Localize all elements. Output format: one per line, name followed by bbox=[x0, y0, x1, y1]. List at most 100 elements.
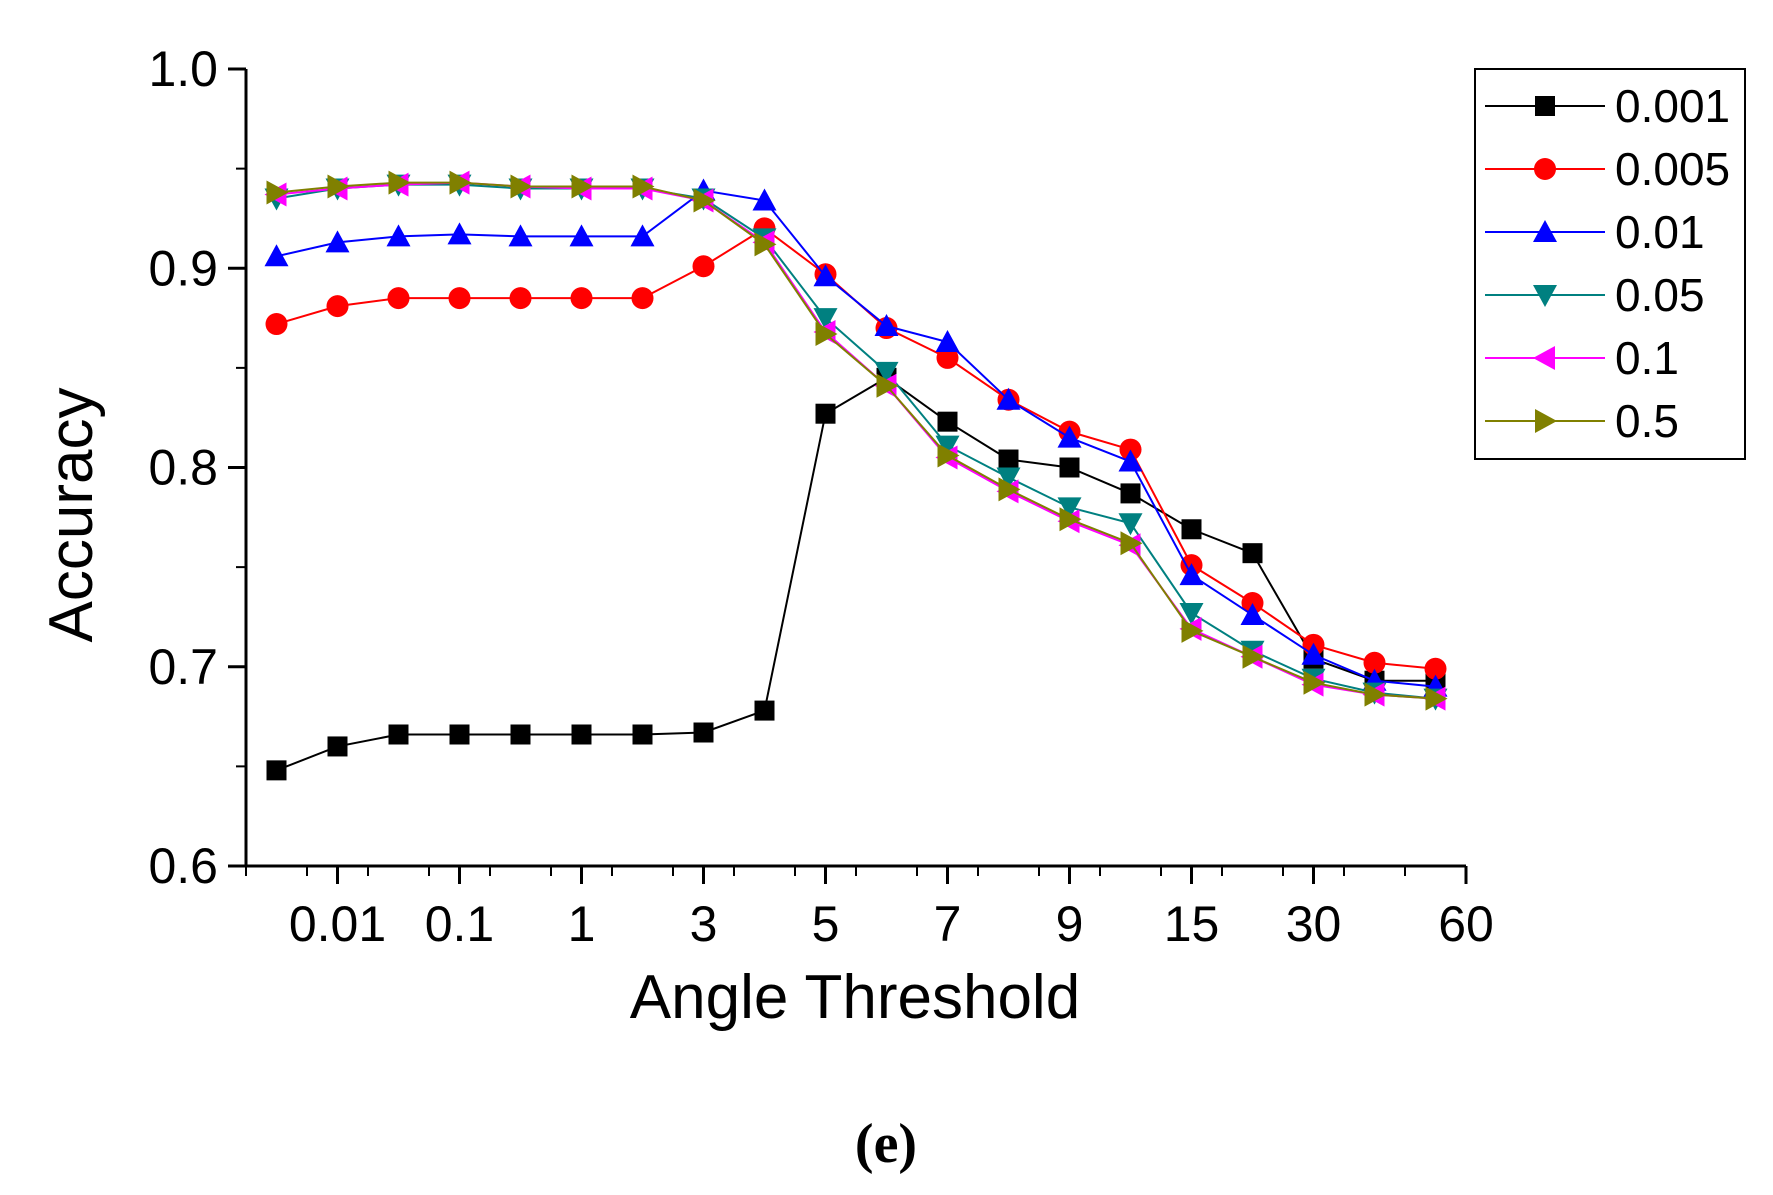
y-tick-label: 0.6 bbox=[148, 838, 218, 894]
data-point bbox=[266, 180, 289, 205]
legend-item: 0.1 bbox=[1485, 332, 1679, 384]
data-point bbox=[1181, 519, 1202, 540]
data-point bbox=[754, 700, 775, 721]
data-point bbox=[510, 174, 533, 199]
series-line bbox=[276, 183, 1436, 700]
series-line bbox=[276, 189, 1436, 688]
data-point bbox=[1179, 563, 1204, 586]
series-0.05 bbox=[264, 174, 1448, 711]
legend-marker bbox=[1533, 285, 1557, 307]
data-point bbox=[1242, 543, 1263, 564]
data-point bbox=[265, 313, 288, 336]
data-point bbox=[693, 188, 716, 213]
data-point bbox=[386, 224, 411, 247]
x-tick-label: 7 bbox=[934, 896, 962, 952]
data-point bbox=[1057, 497, 1082, 520]
series-0.001 bbox=[266, 367, 1446, 781]
x-tick-label: 9 bbox=[1056, 896, 1084, 952]
x-tick-label: 1 bbox=[568, 896, 596, 952]
data-point bbox=[874, 314, 899, 337]
data-point bbox=[449, 724, 470, 745]
legend-label: 0.005 bbox=[1615, 143, 1730, 195]
x-tick-label: 3 bbox=[690, 896, 718, 952]
data-point bbox=[571, 174, 594, 199]
data-point bbox=[1364, 682, 1387, 707]
legend-marker bbox=[1535, 96, 1555, 116]
legend-label: 0.5 bbox=[1615, 395, 1679, 447]
data-point bbox=[815, 322, 838, 347]
x-tick-label: 5 bbox=[812, 896, 840, 952]
data-point bbox=[1240, 602, 1265, 625]
data-point bbox=[936, 346, 959, 369]
data-point bbox=[937, 411, 958, 432]
data-point bbox=[508, 224, 533, 247]
legend-label: 0.01 bbox=[1615, 206, 1705, 258]
x-tick-label: 0.01 bbox=[289, 896, 386, 952]
data-point bbox=[570, 287, 593, 310]
data-point bbox=[1303, 670, 1326, 695]
data-point bbox=[630, 224, 655, 247]
data-point bbox=[509, 287, 532, 310]
data-point bbox=[327, 174, 350, 199]
series-0.005 bbox=[265, 217, 1447, 680]
y-tick-label: 0.8 bbox=[148, 440, 218, 496]
data-point bbox=[1301, 642, 1326, 665]
legend-box bbox=[1474, 68, 1746, 460]
data-point bbox=[996, 467, 1021, 490]
data-point bbox=[1120, 483, 1141, 504]
data-point bbox=[998, 477, 1021, 502]
y-tick-label: 1.0 bbox=[148, 41, 218, 97]
data-point bbox=[693, 722, 714, 743]
legend: 0.001 0.005 0.01 0.05 0.1 0.5 bbox=[1474, 68, 1746, 460]
data-point bbox=[754, 232, 777, 257]
x-tick-label: 60 bbox=[1438, 896, 1494, 952]
data-point bbox=[447, 222, 472, 245]
data-point bbox=[631, 287, 654, 310]
data-point bbox=[876, 373, 899, 398]
legend-item: 0.5 bbox=[1485, 395, 1679, 447]
data-point bbox=[996, 387, 1021, 410]
data-point bbox=[387, 287, 410, 310]
data-point bbox=[1425, 686, 1448, 711]
data-point bbox=[326, 295, 349, 318]
data-point bbox=[874, 361, 899, 384]
data-point bbox=[264, 244, 289, 267]
data-point bbox=[1118, 449, 1143, 472]
series-layer bbox=[264, 170, 1448, 781]
data-point bbox=[1424, 657, 1447, 680]
data-point bbox=[388, 170, 411, 195]
data-point bbox=[752, 188, 777, 211]
legend-label: 0.1 bbox=[1615, 332, 1679, 384]
series-0.01 bbox=[264, 178, 1448, 697]
legend-label: 0.001 bbox=[1615, 80, 1730, 132]
data-point bbox=[1059, 457, 1080, 478]
data-point bbox=[935, 329, 960, 352]
data-point bbox=[1057, 425, 1082, 448]
data-point bbox=[935, 435, 960, 458]
legend-marker bbox=[1533, 220, 1557, 242]
data-point bbox=[571, 724, 592, 745]
y-tick-label: 0.7 bbox=[148, 639, 218, 695]
data-point bbox=[632, 174, 655, 199]
x-tick-label: 30 bbox=[1286, 896, 1342, 952]
panel-label: (e) bbox=[855, 1113, 917, 1175]
legend-item: 0.001 bbox=[1485, 80, 1730, 132]
data-point bbox=[813, 264, 838, 287]
legend-marker bbox=[1533, 346, 1555, 370]
x-tick-label: 0.1 bbox=[425, 896, 495, 952]
data-point bbox=[1363, 651, 1386, 674]
data-point bbox=[998, 449, 1019, 470]
x-tick-label: 15 bbox=[1164, 896, 1220, 952]
data-point bbox=[266, 760, 287, 781]
series-0.5 bbox=[266, 170, 1448, 711]
data-point bbox=[327, 736, 348, 757]
data-point bbox=[1179, 602, 1204, 625]
data-point bbox=[1118, 513, 1143, 536]
data-point bbox=[325, 230, 350, 253]
data-point bbox=[692, 255, 715, 278]
series-line bbox=[276, 376, 1436, 772]
data-point bbox=[1242, 644, 1265, 669]
legend-marker bbox=[1534, 158, 1556, 180]
legend-item: 0.01 bbox=[1485, 206, 1705, 258]
